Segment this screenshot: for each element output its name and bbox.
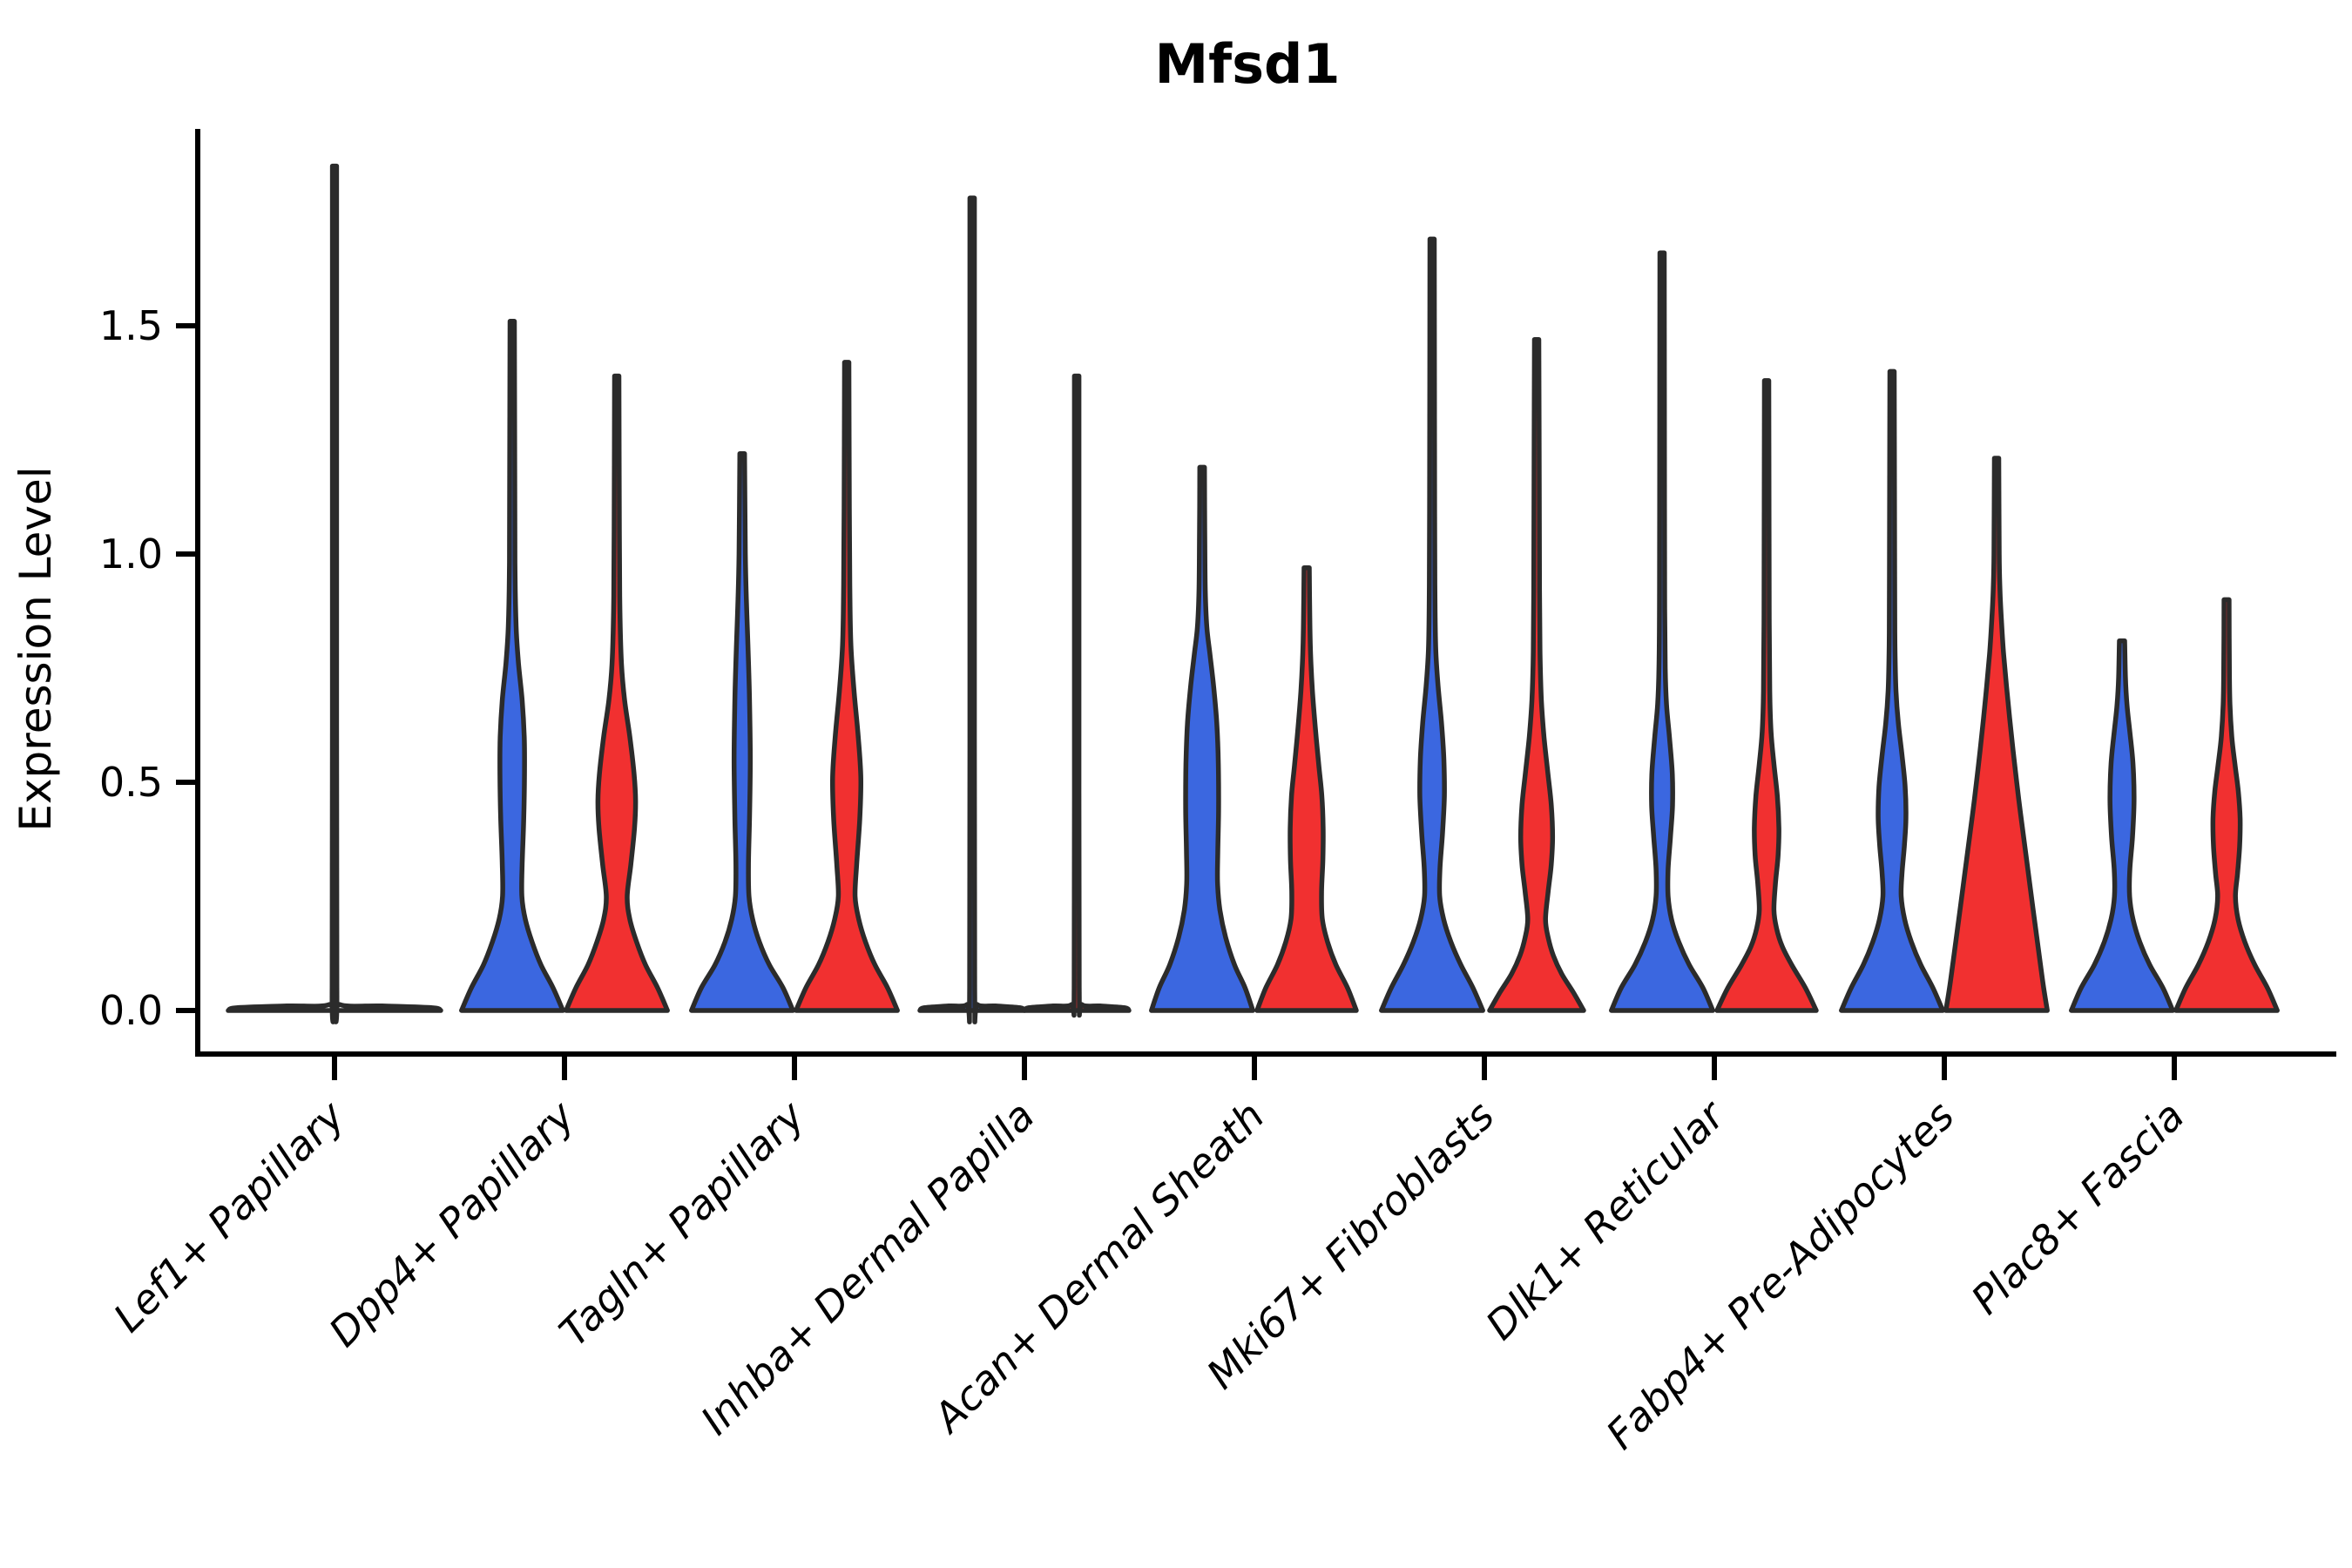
- violin-fabp4-pre-adipocytes-red: [1943, 456, 2050, 1013]
- x-tick-label-1: Dpp4+ Papillary: [320, 1092, 584, 1355]
- y-axis-label: Expression Level: [10, 466, 61, 831]
- x-tick-label-6: Dlk1+ Reticular: [1477, 1090, 1735, 1348]
- x-tick-label-0: Lef1+ Papillary: [105, 1092, 354, 1341]
- violin-mki67-fibroblasts-red: [1487, 336, 1586, 1013]
- violin-dpp4-papillary-blue: [459, 319, 565, 1013]
- violin-inhba-dermal-papilla-blue: [917, 195, 1027, 1024]
- violin-lef1-papillary-single: [226, 163, 443, 1024]
- y-tick-label: 1.0: [99, 531, 163, 578]
- violin-dpp4-papillary-red: [564, 373, 670, 1013]
- violin-inhba-dermal-papilla-red: [1022, 373, 1132, 1018]
- violin-acan-dermal-sheath-red: [1254, 564, 1359, 1013]
- y-tick-label: 0.5: [99, 759, 163, 806]
- violin-acan-dermal-sheath-blue: [1149, 464, 1255, 1013]
- violin-dlk1-reticular-red: [1714, 378, 1819, 1013]
- y-tick-label: 1.5: [99, 302, 163, 349]
- chart-title: Mfsd1: [1154, 32, 1340, 96]
- violins-layer: [226, 163, 2280, 1024]
- violin-mki67-fibroblasts-blue: [1379, 236, 1485, 1013]
- violin-tagln-papillary-red: [794, 360, 900, 1013]
- y-tick-label: 0.0: [99, 987, 163, 1034]
- violin-tagln-papillary-blue: [689, 450, 795, 1013]
- violin-dlk1-reticular-blue: [1609, 250, 1715, 1013]
- violin-fabp4-pre-adipocytes-blue: [1839, 368, 1945, 1013]
- x-tick-label-2: Tagln+ Papillary: [550, 1092, 814, 1355]
- x-tick-label-8: Plac8+ Fascia: [1962, 1092, 2193, 1323]
- violin-plac8-fascia-red: [2173, 597, 2280, 1013]
- violin-plac8-fascia-blue: [2069, 638, 2175, 1013]
